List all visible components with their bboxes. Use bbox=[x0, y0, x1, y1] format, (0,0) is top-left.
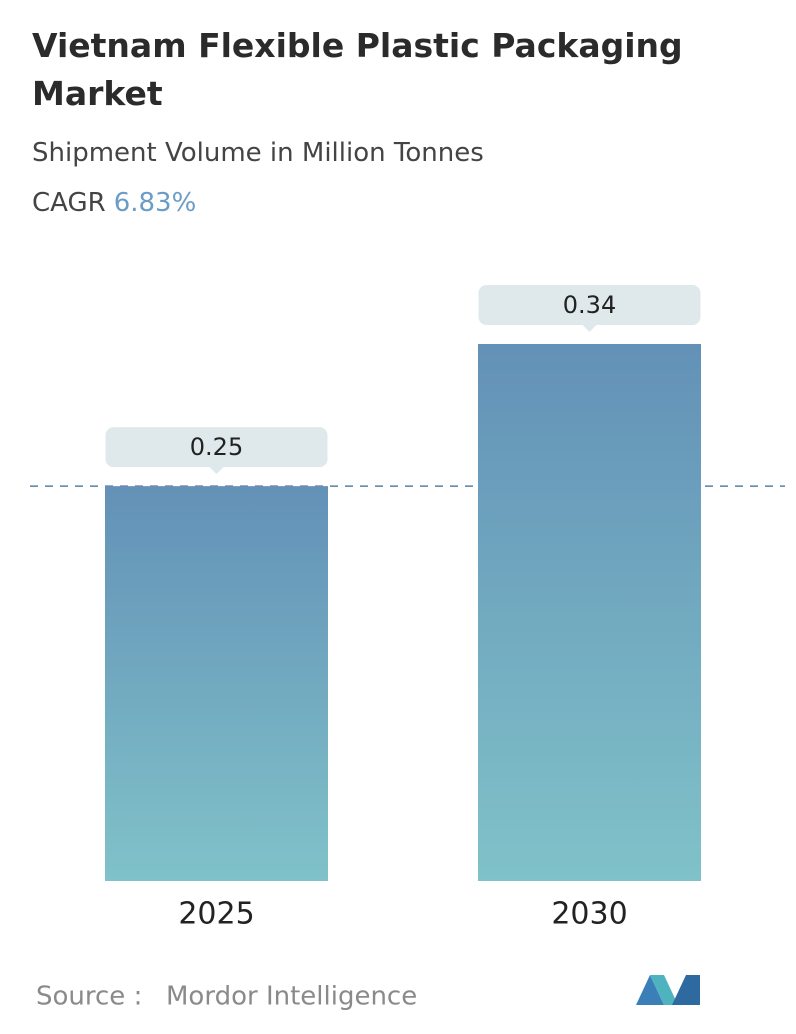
bar bbox=[105, 486, 328, 881]
source-label: Source : bbox=[36, 982, 142, 1012]
value-label: 0.25 bbox=[190, 433, 243, 461]
logo bbox=[636, 975, 700, 1005]
value-label-pointer bbox=[581, 324, 598, 332]
x-tick-label: 2025 bbox=[178, 897, 254, 932]
value-label: 0.34 bbox=[563, 291, 616, 319]
cagr-value: 6.83% bbox=[113, 188, 197, 218]
bar bbox=[478, 344, 701, 881]
value-label-box bbox=[478, 285, 701, 325]
x-tick-label: 2030 bbox=[551, 897, 627, 932]
source: Mordor Intelligence bbox=[166, 982, 417, 1012]
chart-title: Vietnam Flexible Plastic Packaging Marke… bbox=[32, 26, 683, 113]
value-label-box bbox=[105, 427, 328, 468]
cagr: CAGR 6.83% bbox=[32, 188, 196, 218]
cagr-label: CAGR bbox=[32, 188, 106, 218]
chart-subtitle: Shipment Volume in Million Tonnes bbox=[32, 138, 484, 168]
value-label-pointer bbox=[208, 466, 225, 475]
